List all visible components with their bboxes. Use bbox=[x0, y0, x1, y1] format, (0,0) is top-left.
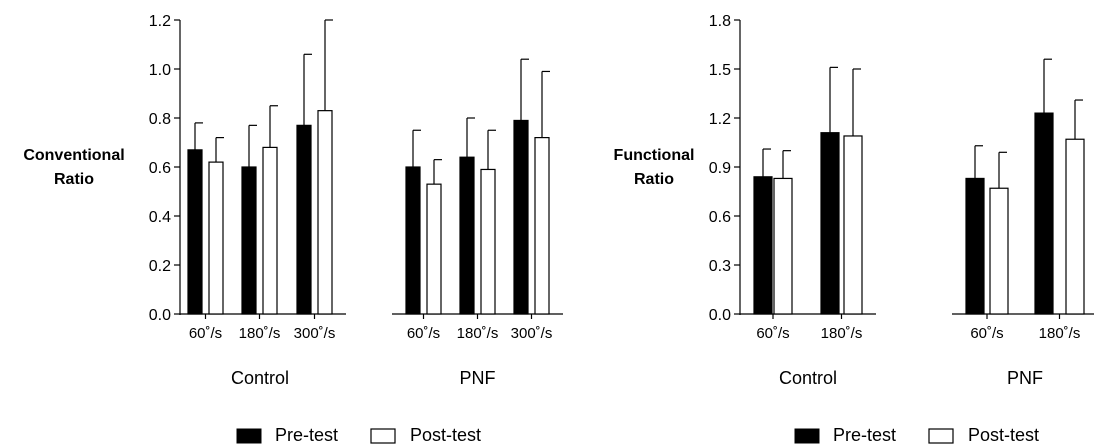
y-axis-title-line-1: Functional bbox=[614, 147, 695, 164]
group-label: Control bbox=[231, 368, 289, 388]
post-test-bar bbox=[426, 183, 442, 315]
y-tick-label: 0.3 bbox=[709, 258, 731, 275]
y-tick-label: 0.0 bbox=[709, 307, 731, 324]
x-tick-label: 60˚/s bbox=[970, 325, 1003, 342]
post-test-bar bbox=[843, 135, 863, 315]
error-bar bbox=[487, 129, 496, 170]
post-test-bar bbox=[773, 177, 793, 315]
pre-test-bar bbox=[753, 176, 773, 315]
legend-label-post-test: Post-test bbox=[968, 425, 1039, 445]
legend-label-pre-test: Pre-test bbox=[275, 425, 338, 445]
x-tick-label: 60˚/s bbox=[407, 325, 440, 342]
legend-swatch-post-test bbox=[928, 428, 954, 444]
error-bar bbox=[782, 150, 791, 179]
error-bar bbox=[303, 53, 312, 126]
post-test-bar bbox=[534, 137, 550, 315]
post-test-bar bbox=[1065, 138, 1085, 315]
conventional-ratio-chart: Conventional Ratio 0.0 0.2 0.4 0.6 0.8 1.0 1.2 Co… bbox=[23, 13, 563, 445]
error-bar bbox=[269, 105, 278, 148]
x-tick-label: 180˚/s bbox=[821, 325, 863, 342]
y-tick-label: 0.0 bbox=[149, 307, 171, 324]
error-bar bbox=[829, 66, 838, 133]
legend: Pre-test Post-test bbox=[236, 425, 481, 445]
y-axis-title-line-2: Ratio bbox=[54, 171, 94, 188]
group-label: PNF bbox=[1007, 368, 1043, 388]
legend-swatch-pre-test bbox=[236, 428, 262, 444]
pre-test-bar bbox=[187, 149, 203, 315]
error-bar bbox=[412, 129, 421, 167]
error-bar bbox=[520, 58, 529, 121]
x-tick-label: 180˚/s bbox=[239, 325, 281, 342]
pre-test-bar bbox=[459, 156, 475, 315]
y-tick-label: 0.2 bbox=[149, 258, 171, 275]
post-test-bar bbox=[208, 161, 224, 315]
error-bar bbox=[1074, 99, 1083, 140]
y-tick-label: 1.8 bbox=[709, 13, 731, 30]
x-tick-label: 300˚/s bbox=[511, 325, 553, 342]
y-tick-label: 1.5 bbox=[709, 62, 731, 79]
error-bar bbox=[974, 145, 983, 179]
y-tick-label: 1.2 bbox=[709, 111, 731, 128]
y-tick-label: 1.2 bbox=[149, 13, 171, 30]
pre-test-bar bbox=[241, 166, 257, 315]
error-bar bbox=[466, 117, 475, 158]
pre-test-bar bbox=[1034, 112, 1054, 315]
post-test-bar bbox=[262, 146, 278, 315]
error-bar bbox=[852, 68, 861, 136]
y-tick-label: 1.0 bbox=[149, 62, 171, 79]
error-bar bbox=[248, 124, 257, 167]
pre-test-bar bbox=[820, 132, 840, 315]
post-test-bar bbox=[989, 187, 1009, 315]
x-tick-label: 300˚/s bbox=[294, 325, 336, 342]
pre-test-bar bbox=[513, 119, 529, 315]
post-test-bar bbox=[480, 168, 496, 315]
error-bar bbox=[998, 151, 1007, 189]
legend-swatch-pre-test bbox=[794, 428, 820, 444]
y-axis-title-line-2: Ratio bbox=[634, 171, 674, 188]
y-tick-label: 0.8 bbox=[149, 111, 171, 128]
functional-ratio-chart: Functional Ratio 0.0 0.3 0.6 0.9 1.2 1.5 1.8 Cont… bbox=[614, 13, 1094, 445]
x-tick-label: 60˚/s bbox=[189, 325, 222, 342]
x-tick-label: 60˚/s bbox=[756, 325, 789, 342]
y-tick-label: 0.4 bbox=[149, 209, 171, 226]
pre-test-bar bbox=[405, 166, 421, 315]
group-label: Control bbox=[779, 368, 837, 388]
group-label: PNF bbox=[460, 368, 496, 388]
legend-swatch-post-test bbox=[370, 428, 396, 444]
legend: Pre-test Post-test bbox=[794, 425, 1039, 445]
x-tick-label: 180˚/s bbox=[457, 325, 499, 342]
post-test-bar bbox=[317, 110, 333, 315]
y-axis-title-line-1: Conventional bbox=[23, 147, 124, 164]
error-bar bbox=[541, 70, 550, 138]
error-bar bbox=[762, 148, 771, 177]
error-bar bbox=[215, 137, 224, 163]
legend-label-pre-test: Pre-test bbox=[833, 425, 896, 445]
y-tick-label: 0.6 bbox=[149, 160, 171, 177]
error-bar bbox=[433, 159, 442, 185]
legend-label-post-test: Post-test bbox=[410, 425, 481, 445]
pre-test-bar bbox=[296, 124, 312, 315]
pre-test-bar bbox=[965, 177, 985, 315]
y-tick-label: 0.9 bbox=[709, 160, 731, 177]
error-bar bbox=[1043, 58, 1052, 114]
error-bar bbox=[324, 19, 333, 111]
y-tick-label: 0.6 bbox=[709, 209, 731, 226]
error-bar bbox=[194, 122, 203, 150]
x-tick-label: 180˚/s bbox=[1039, 325, 1081, 342]
